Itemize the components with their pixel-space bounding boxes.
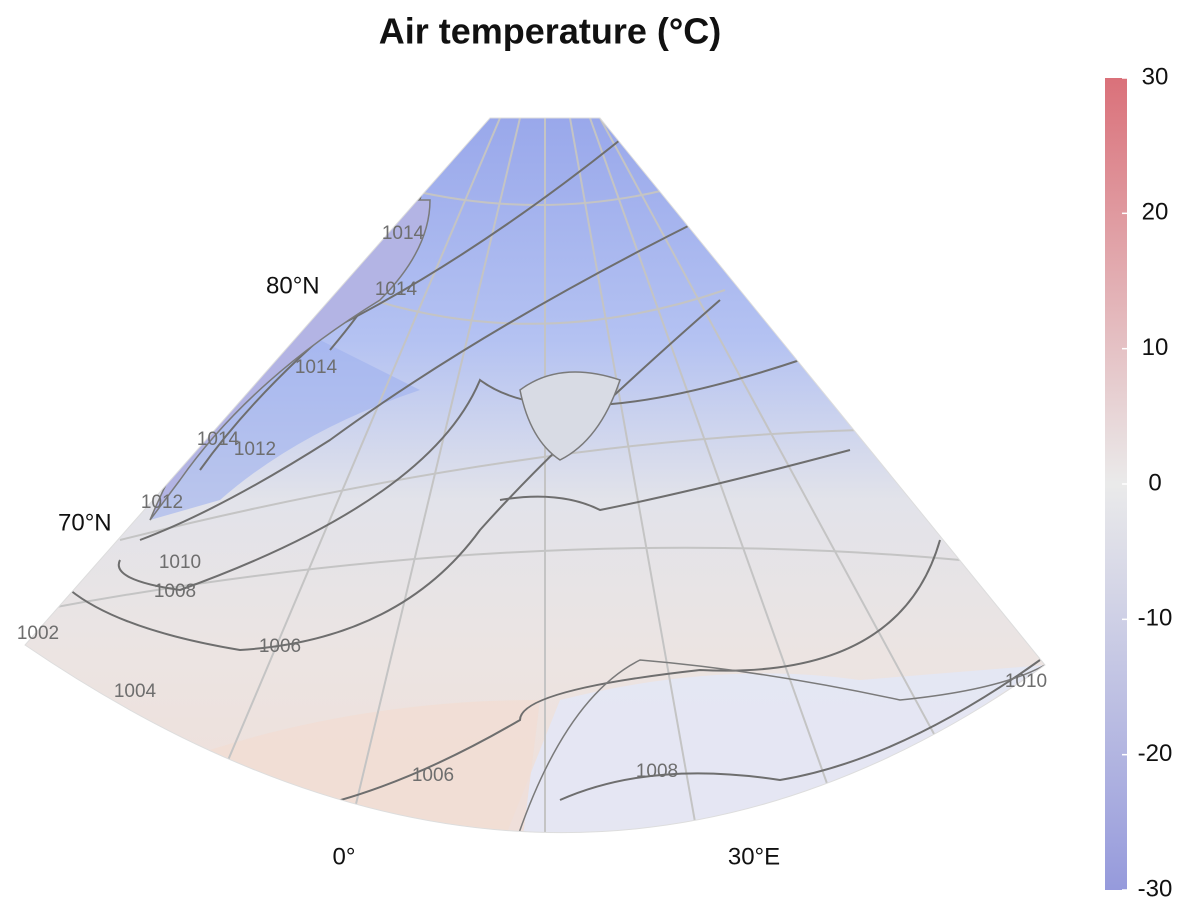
latitude-label: 70°N bbox=[58, 509, 112, 536]
colorbar-tick-label: -30 bbox=[1138, 875, 1173, 902]
contour-label: 1014 bbox=[375, 279, 418, 300]
colorbar-tick-label: 30 bbox=[1142, 63, 1169, 90]
contour-label: 1008 bbox=[154, 581, 196, 602]
contour-label: 1012 bbox=[141, 492, 183, 513]
longitude-label: 0° bbox=[333, 843, 356, 870]
contour-label: 1006 bbox=[259, 636, 301, 657]
map-frame bbox=[24, 117, 1046, 834]
colorbar-tick-label: 10 bbox=[1142, 334, 1169, 361]
contour-label: 1006 bbox=[412, 765, 454, 786]
contour-label: 1014 bbox=[295, 357, 338, 378]
contour-label: 1014 bbox=[382, 223, 425, 244]
contour-label: 1012 bbox=[234, 439, 276, 460]
contour-label: 1002 bbox=[17, 623, 59, 644]
colorbar-tick-label: 20 bbox=[1142, 199, 1169, 226]
contour-label: 1010 bbox=[1005, 671, 1047, 692]
contour-label: 1010 bbox=[159, 552, 201, 573]
contour-label: 1014 bbox=[197, 429, 240, 450]
colorbar-tick-label: -20 bbox=[1138, 740, 1173, 767]
contour-label: 1008 bbox=[636, 761, 678, 782]
latitude-label: 80°N bbox=[266, 272, 320, 299]
graticule bbox=[39, 118, 961, 833]
colorbar-tick-label: -10 bbox=[1138, 605, 1173, 632]
title: Air temperature (°C) bbox=[379, 11, 721, 52]
cold-region bbox=[150, 330, 420, 520]
colorbar bbox=[1105, 78, 1127, 890]
land-cool bbox=[500, 665, 1045, 833]
contour-label: 1004 bbox=[114, 681, 157, 702]
longitude-label: 30°E bbox=[728, 843, 780, 870]
colorbar-tick-label: 0 bbox=[1148, 469, 1161, 496]
